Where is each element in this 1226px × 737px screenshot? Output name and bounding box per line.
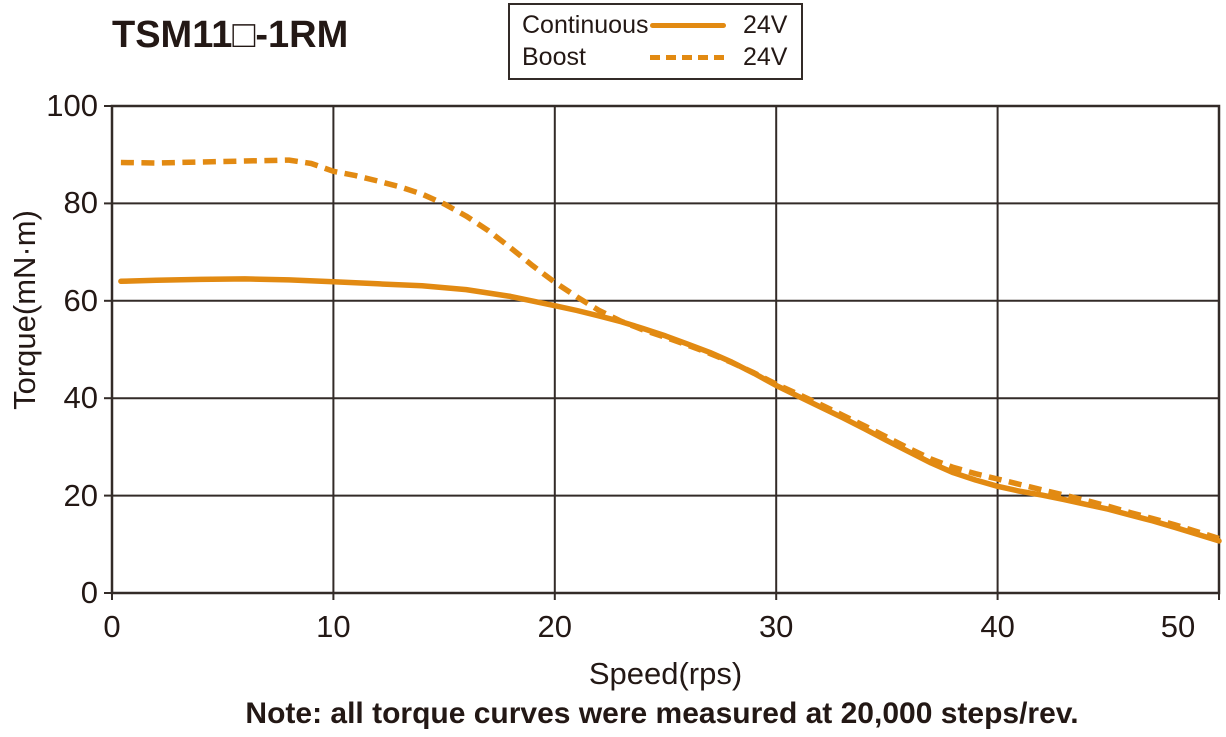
- legend-voltage-boost: 24V: [743, 43, 788, 72]
- x-axis-title: Speed(rps): [588, 656, 743, 691]
- x-tick-label-0: 0: [103, 609, 121, 644]
- curve-boost-24v: [120, 157, 1220, 542]
- x-tick-label-10: 10: [316, 609, 351, 644]
- legend-row-boost: Boost 24V: [522, 42, 789, 75]
- legend-solid-line-icon: [650, 22, 726, 28]
- legend-label-boost: Boost: [522, 43, 586, 72]
- y-tick-label-0: 0: [80, 575, 98, 610]
- x-tick-label-40: 40: [980, 609, 1015, 644]
- y-tick-label-80: 80: [63, 185, 98, 221]
- y-tick-label-100: 100: [46, 88, 98, 123]
- chart-note: Note: all torque curves were measured at…: [245, 697, 1079, 730]
- y-tick-label-60: 60: [63, 282, 98, 318]
- legend-row-continuous: Continuous 24V: [522, 9, 789, 42]
- legend: Continuous 24V Boost 24V: [508, 3, 803, 80]
- x-tick-label-30: 30: [758, 609, 794, 644]
- legend-dashed-line-icon: [650, 55, 726, 61]
- legend-voltage-continuous: 24V: [743, 10, 788, 39]
- x-tick-label-20: 20: [537, 609, 573, 644]
- legend-label-continuous: Continuous: [522, 10, 649, 39]
- x-tick-label-50: 50: [1160, 609, 1196, 644]
- plot-area: [104, 104, 1222, 600]
- chart-title: TSM11□-1RM: [112, 14, 349, 56]
- y-tick-label-40: 40: [63, 380, 98, 416]
- y-tick-label-20: 20: [63, 477, 98, 513]
- curve-continuous-24v: [118, 276, 1222, 544]
